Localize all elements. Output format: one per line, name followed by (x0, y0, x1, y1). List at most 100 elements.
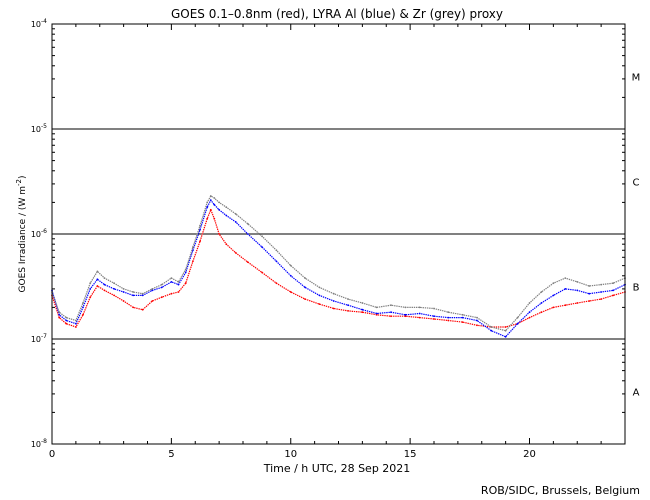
flare-class-label: C (633, 178, 640, 189)
data-point (192, 246, 194, 249)
data-point (564, 288, 567, 290)
data-point (516, 322, 519, 325)
data-point (170, 281, 173, 283)
data-point (433, 318, 435, 320)
flare-class-lines (52, 128, 625, 340)
data-point (209, 208, 212, 211)
data-point (490, 326, 493, 328)
data-point (552, 294, 555, 297)
data-point (318, 286, 321, 289)
data-point (160, 283, 163, 286)
data-point (192, 249, 194, 252)
data-point (65, 316, 68, 319)
data-point (132, 291, 135, 293)
data-point (612, 294, 614, 297)
data-point (504, 326, 507, 328)
data-point (576, 281, 579, 283)
data-point (332, 307, 335, 310)
data-point (516, 316, 519, 319)
data-point (528, 311, 531, 314)
data-point (75, 326, 77, 328)
data-point (375, 313, 378, 316)
data-point (213, 217, 216, 220)
data-point (289, 291, 292, 293)
data-point (192, 260, 194, 263)
x-tick-label: 0 (49, 449, 55, 460)
data-point (218, 233, 221, 235)
data-point (151, 288, 154, 290)
data-point (418, 316, 421, 319)
data-point (588, 300, 591, 302)
data-point (447, 311, 450, 314)
data-point (122, 291, 125, 293)
data-point (234, 213, 237, 215)
data-point (141, 294, 144, 297)
series-line-1 (51, 208, 626, 328)
data-point (552, 306, 555, 309)
data-point (246, 222, 249, 225)
y-axis: 10-8 10-7 10-6 10-5 10-4 (31, 18, 625, 449)
data-point (151, 300, 154, 302)
data-point (160, 296, 163, 299)
data-point (199, 240, 201, 243)
data-point (170, 277, 173, 279)
data-point (490, 329, 493, 332)
data-point (218, 208, 221, 211)
data-point (96, 285, 99, 287)
x-tick-label: 10 (284, 449, 297, 460)
data-point (404, 306, 407, 309)
data-point (209, 195, 212, 197)
data-point (65, 322, 68, 325)
y-tick-label: 10-5 (31, 123, 47, 134)
data-point (564, 277, 567, 279)
data-point (504, 329, 507, 332)
data-point (246, 233, 249, 235)
data-point (612, 282, 614, 285)
x-tick-label: 15 (404, 449, 417, 460)
data-point (275, 260, 278, 263)
data-point (275, 249, 278, 252)
data-point (261, 235, 263, 238)
data-point (375, 312, 378, 315)
data-point (141, 308, 144, 311)
data-point (82, 302, 84, 304)
data-point (275, 282, 278, 285)
series-line-3 (51, 195, 626, 332)
data-point (96, 278, 99, 281)
data-point (103, 289, 106, 292)
data-point (209, 199, 212, 202)
data-point (141, 292, 144, 295)
data-point (600, 298, 602, 300)
flare-class-label: M (632, 73, 641, 84)
data-point (461, 313, 464, 316)
data-point (113, 294, 115, 297)
flare-class-label: B (633, 283, 640, 294)
data-point (132, 306, 135, 309)
data-point (177, 291, 180, 293)
data-point (528, 316, 531, 319)
data-point (588, 285, 591, 287)
y-tick-label: 10-6 (31, 228, 47, 239)
data-point (89, 282, 92, 285)
data-point (433, 315, 435, 318)
data-point (75, 322, 77, 325)
data-point (113, 282, 115, 285)
data-point (213, 203, 216, 206)
data-point (75, 319, 77, 322)
data-point (404, 313, 407, 316)
data-point (225, 206, 228, 209)
data-point (588, 292, 591, 295)
data-point (528, 302, 531, 304)
data-point (184, 271, 187, 274)
data-point (225, 214, 228, 217)
data-point (347, 310, 349, 312)
data-point (552, 282, 555, 285)
data-point (361, 311, 364, 314)
data-point (184, 268, 187, 271)
x-axis-label: Time / h UTC, 28 Sep 2021 (263, 462, 411, 475)
data-point (58, 311, 61, 314)
data-point (199, 224, 201, 227)
data-point (122, 300, 125, 302)
data-point (103, 283, 106, 286)
